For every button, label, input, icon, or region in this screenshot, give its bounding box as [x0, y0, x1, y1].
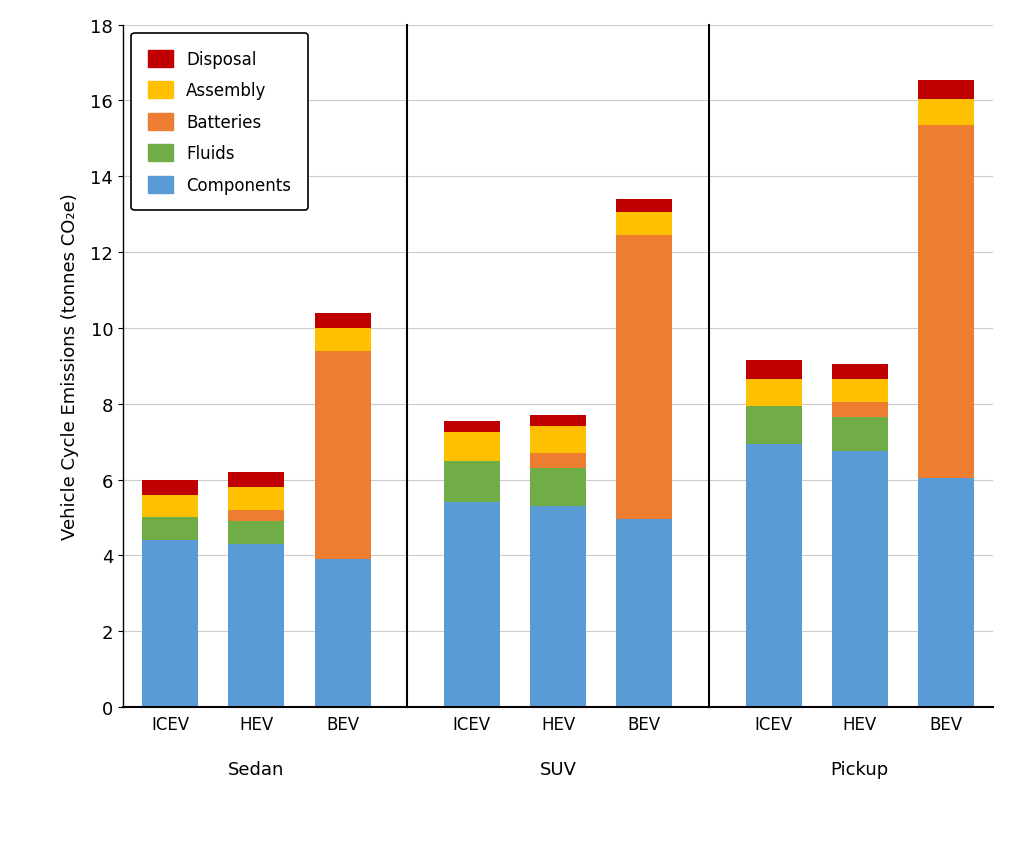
- Bar: [831, 402, 888, 417]
- Bar: [228, 510, 285, 521]
- Bar: [142, 540, 199, 707]
- Bar: [530, 506, 586, 707]
- Bar: [616, 236, 673, 520]
- Bar: [228, 521, 285, 544]
- Bar: [443, 433, 500, 461]
- Bar: [314, 351, 371, 560]
- Text: SUV: SUV: [540, 761, 577, 779]
- Legend: Disposal, Assembly, Batteries, Fluids, Components: Disposal, Assembly, Batteries, Fluids, C…: [131, 34, 308, 211]
- Bar: [228, 544, 285, 707]
- Bar: [745, 360, 802, 380]
- Text: Sedan: Sedan: [228, 761, 285, 779]
- Bar: [228, 487, 285, 510]
- Bar: [831, 452, 888, 707]
- Bar: [142, 480, 199, 495]
- Bar: [918, 126, 974, 478]
- Bar: [228, 472, 285, 487]
- Bar: [530, 453, 586, 469]
- Bar: [831, 380, 888, 402]
- Bar: [530, 416, 586, 427]
- Y-axis label: Vehicle Cycle Emissions (tonnes CO₂e): Vehicle Cycle Emissions (tonnes CO₂e): [61, 193, 79, 539]
- Bar: [530, 427, 586, 453]
- Bar: [616, 199, 673, 213]
- Bar: [616, 213, 673, 236]
- Bar: [831, 365, 888, 380]
- Bar: [918, 100, 974, 126]
- Text: Pickup: Pickup: [830, 761, 889, 779]
- Bar: [142, 495, 199, 518]
- Bar: [831, 417, 888, 452]
- Bar: [443, 503, 500, 707]
- Bar: [745, 406, 802, 444]
- Bar: [443, 421, 500, 433]
- Bar: [745, 380, 802, 406]
- Bar: [443, 461, 500, 503]
- Bar: [918, 80, 974, 100]
- Bar: [314, 560, 371, 707]
- Bar: [745, 444, 802, 707]
- Bar: [530, 469, 586, 506]
- Bar: [616, 520, 673, 707]
- Bar: [314, 329, 371, 351]
- Bar: [142, 518, 199, 540]
- Bar: [314, 314, 371, 329]
- Bar: [918, 478, 974, 707]
